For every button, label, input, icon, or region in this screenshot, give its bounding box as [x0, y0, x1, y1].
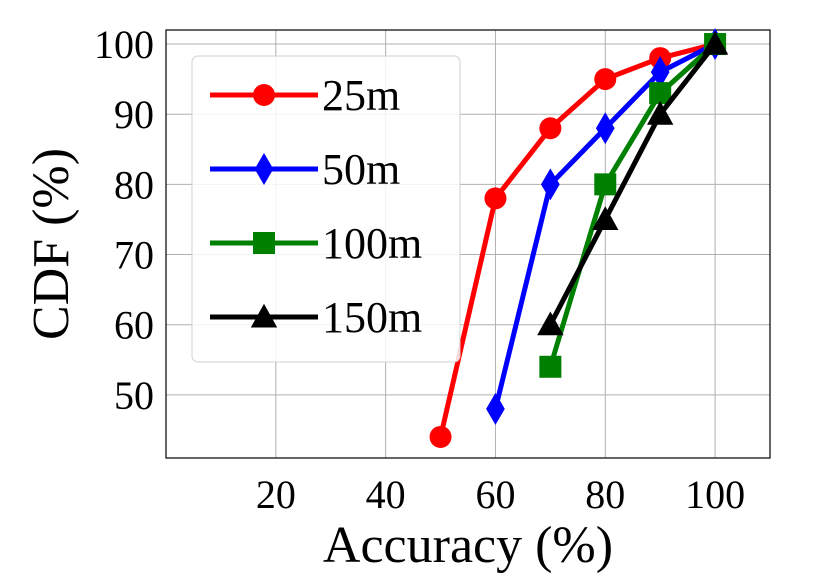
legend-entry: 25m [210, 71, 400, 120]
diamond-marker [541, 168, 560, 201]
x-axis-label: Accuracy (%) [323, 517, 613, 574]
legend-label: 50m [322, 145, 400, 194]
square-marker [539, 355, 562, 378]
y-tick-label: 60 [114, 303, 154, 348]
legend-entry: 150m [210, 293, 422, 342]
legend-label: 100m [322, 219, 422, 268]
circle-marker [594, 68, 617, 91]
x-tick-label: 100 [685, 472, 745, 517]
square-marker [253, 232, 275, 254]
series-line [547, 42, 717, 368]
square-marker [594, 173, 617, 196]
y-tick-label: 70 [114, 233, 154, 278]
y-tick-label: 50 [114, 373, 154, 418]
circle-marker [539, 117, 562, 140]
triangle-marker [701, 30, 729, 55]
diamond-marker [254, 153, 274, 185]
y-tick-labels: 50 60 70 80 90 100 [94, 22, 154, 418]
triangle-marker [592, 206, 619, 231]
legend: 25m 50m 100m 150m [191, 55, 461, 363]
legend-box [191, 55, 461, 363]
x-tick-label: 60 [475, 472, 515, 517]
y-axis-label: CDF (%) [23, 148, 80, 340]
series-150m [537, 30, 729, 336]
y-tick-label: 100 [94, 22, 154, 67]
square-marker [649, 82, 672, 105]
series-100m [539, 33, 727, 378]
circle-marker [429, 425, 452, 448]
legend-entry: 50m [210, 145, 400, 194]
legend-entry: 100m [210, 219, 422, 268]
x-tick-label: 20 [256, 472, 296, 517]
series-line [548, 42, 718, 326]
circle-marker [253, 84, 275, 106]
y-tick-label: 90 [114, 92, 154, 137]
y-tick-label: 80 [114, 162, 154, 207]
triangle-marker [646, 100, 674, 125]
diamond-marker [650, 56, 670, 89]
triangle-marker [537, 311, 564, 336]
circle-marker [484, 187, 507, 210]
series-layer [429, 28, 729, 448]
x-tick-labels: 20 40 60 80 100 [256, 472, 745, 517]
legend-label: 25m [322, 71, 400, 120]
triangle-marker [250, 303, 278, 328]
diamond-marker [595, 112, 615, 145]
plot-frame [165, 29, 771, 459]
series-line [438, 41, 716, 438]
series-25m [429, 33, 727, 448]
x-tick-label: 40 [366, 472, 406, 517]
x-tick-label: 80 [585, 472, 625, 517]
diamond-marker [486, 392, 505, 425]
legend-label: 150m [322, 293, 422, 342]
